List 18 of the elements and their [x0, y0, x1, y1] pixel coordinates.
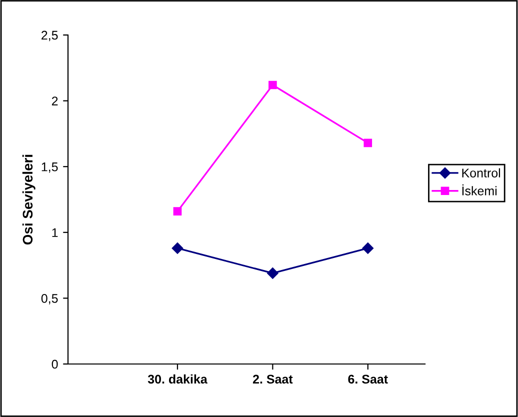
legend-label: Kontrol	[462, 168, 500, 178]
y-tick-label: 1	[52, 228, 58, 237]
x-tick-label: 2. Saat	[252, 374, 293, 384]
y-axis-title: Osi Seviyeleri	[22, 154, 36, 244]
y-tick-label: 1,5	[42, 162, 58, 173]
legend-label: İskemi	[462, 184, 497, 196]
y-tick-label: 0,5	[41, 294, 58, 304]
x-tick-label: 30. dakika	[148, 374, 208, 384]
point	[172, 242, 184, 254]
x-tick-label: 6. Saat	[348, 374, 388, 384]
y-tick-label: 2	[52, 96, 58, 106]
point	[268, 80, 277, 90]
y-tick-label: 0	[52, 360, 58, 369]
point	[267, 268, 278, 279]
y-tick-label: 2,5	[42, 30, 58, 42]
point	[364, 138, 372, 148]
point	[362, 242, 374, 254]
point	[173, 207, 182, 216]
